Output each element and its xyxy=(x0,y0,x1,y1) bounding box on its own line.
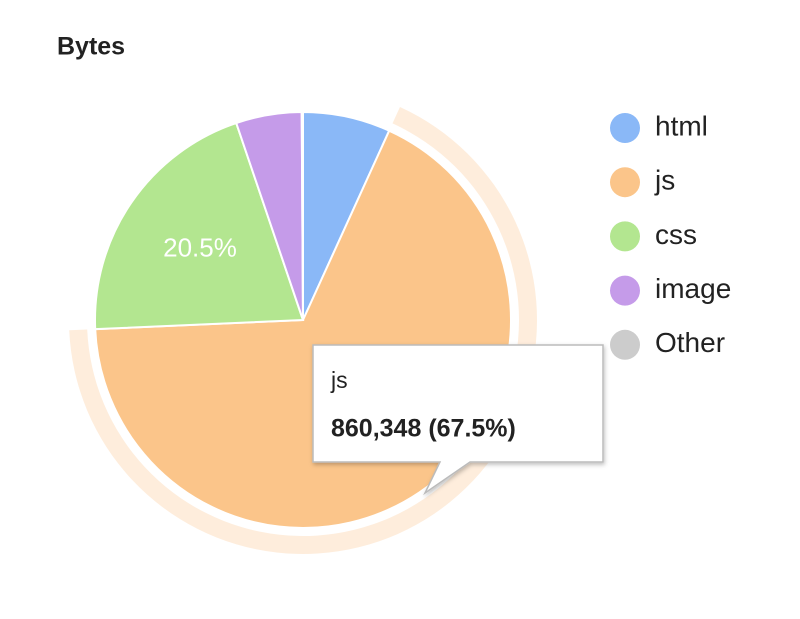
tooltip-box xyxy=(312,344,604,496)
chart-title: Bytes xyxy=(57,33,125,61)
slice-label: 20.5% xyxy=(163,232,237,262)
slice xyxy=(94,121,305,331)
legend-label: image xyxy=(655,273,731,304)
legend-swatch xyxy=(610,329,640,360)
slice xyxy=(300,110,304,321)
legend-swatch xyxy=(610,221,640,252)
legend-swatch xyxy=(610,275,640,306)
legend-swatch xyxy=(610,113,640,143)
tooltip-text: 860,348 (67.5%) xyxy=(331,415,516,443)
legend-label: js xyxy=(654,165,675,196)
tooltip xyxy=(312,344,604,496)
legend-label: Other xyxy=(655,327,725,358)
pie: 20.5% xyxy=(69,107,538,554)
legend-label: css xyxy=(655,219,697,250)
legend-label: html xyxy=(655,110,708,141)
legend-swatch xyxy=(610,167,640,198)
legend: html js css image Other xyxy=(610,110,731,360)
tooltip-title: js xyxy=(330,367,348,393)
